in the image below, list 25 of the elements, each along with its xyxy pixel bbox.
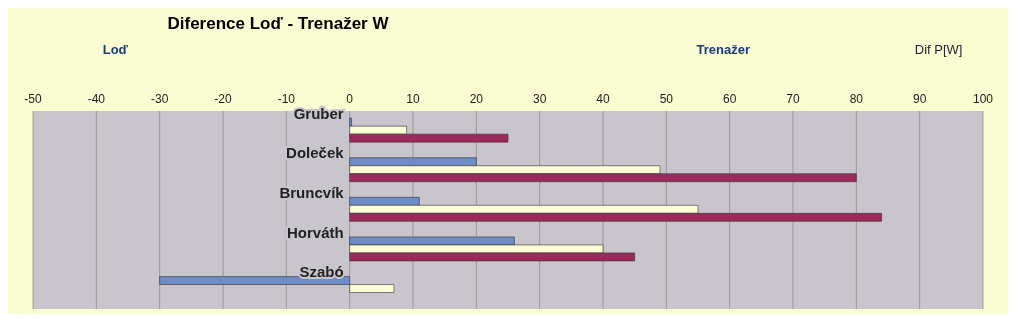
x-tick-label: -10 xyxy=(277,92,296,106)
x-tick-label: 0 xyxy=(346,92,354,106)
text: Dif P[W] xyxy=(913,42,964,57)
x-tick-label: -40 xyxy=(87,92,106,106)
x-tick-label: 10 xyxy=(406,92,420,106)
x-tick-label: 50 xyxy=(659,92,674,106)
x-tick-label: 20 xyxy=(469,92,484,106)
x-tick-label: -20 xyxy=(214,92,232,106)
x-tick-label: 80 xyxy=(849,92,864,106)
x-tick-label: -50 xyxy=(24,92,42,106)
x-tick-label: 30 xyxy=(532,92,547,106)
x-tick-label: -30 xyxy=(150,92,169,106)
y-tick-label: Szabó xyxy=(299,263,344,281)
y-tick-label: Doleček xyxy=(286,144,345,162)
x-tick-label: 90 xyxy=(912,92,927,106)
text: Trenažer xyxy=(695,42,752,57)
x-tick-label: 60 xyxy=(722,92,737,106)
chart-title: Diference Loď - Trenažer W xyxy=(166,14,390,34)
x-tick-label: 40 xyxy=(596,92,610,106)
y-tick-label: Gruber xyxy=(293,104,344,122)
x-tick-label: 100 xyxy=(972,92,994,106)
x-tick-label: 70 xyxy=(786,92,800,106)
y-tick-label: Horváth xyxy=(286,223,344,241)
text: Loď xyxy=(101,42,129,57)
y-tick-label: Bruncvík xyxy=(279,184,345,201)
